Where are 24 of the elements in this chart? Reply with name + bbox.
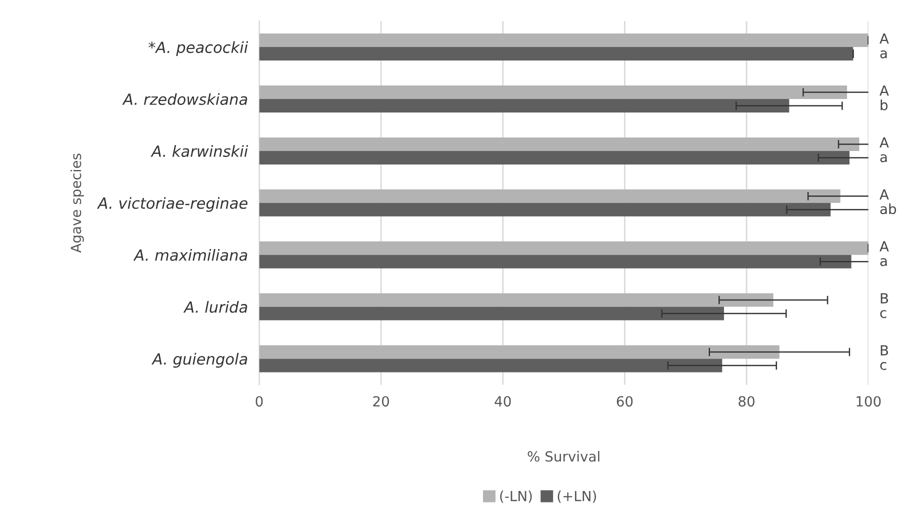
- text: A ab: [880, 189, 896, 214]
- x-tick-label: 100: [856, 396, 881, 407]
- text: A a: [880, 137, 889, 162]
- text: A a: [880, 241, 889, 266]
- y-axis-title: Agave species: [70, 154, 84, 253]
- legend-label: (-LN): [500, 490, 532, 503]
- y-tick-label: *A. peacockii: [148, 41, 248, 56]
- x-tick-label: 60: [616, 396, 633, 407]
- x-tick-label: 80: [738, 396, 754, 407]
- x-tick-label: 20: [373, 396, 389, 407]
- text: A b: [880, 85, 889, 110]
- y-tick-label: A. karwinskii: [150, 145, 248, 157]
- y-tick-label: A. lurida: [183, 300, 248, 313]
- text: B c: [880, 293, 888, 318]
- legend-label: (+LN): [558, 490, 596, 503]
- text: A a: [880, 34, 889, 58]
- x-tick-label: 40: [494, 396, 511, 407]
- y-tick-label: A. guiengola: [151, 352, 248, 368]
- x-axis-title: % Survival: [528, 450, 600, 462]
- y-tick-label: A. victoriae-reginae: [96, 197, 248, 212]
- y-tick-label: A. maximiliana: [133, 249, 248, 261]
- text: B c: [880, 345, 888, 370]
- y-tick-label: A. rzedowskiana: [122, 93, 248, 106]
- x-tick-label: 0: [256, 396, 263, 407]
